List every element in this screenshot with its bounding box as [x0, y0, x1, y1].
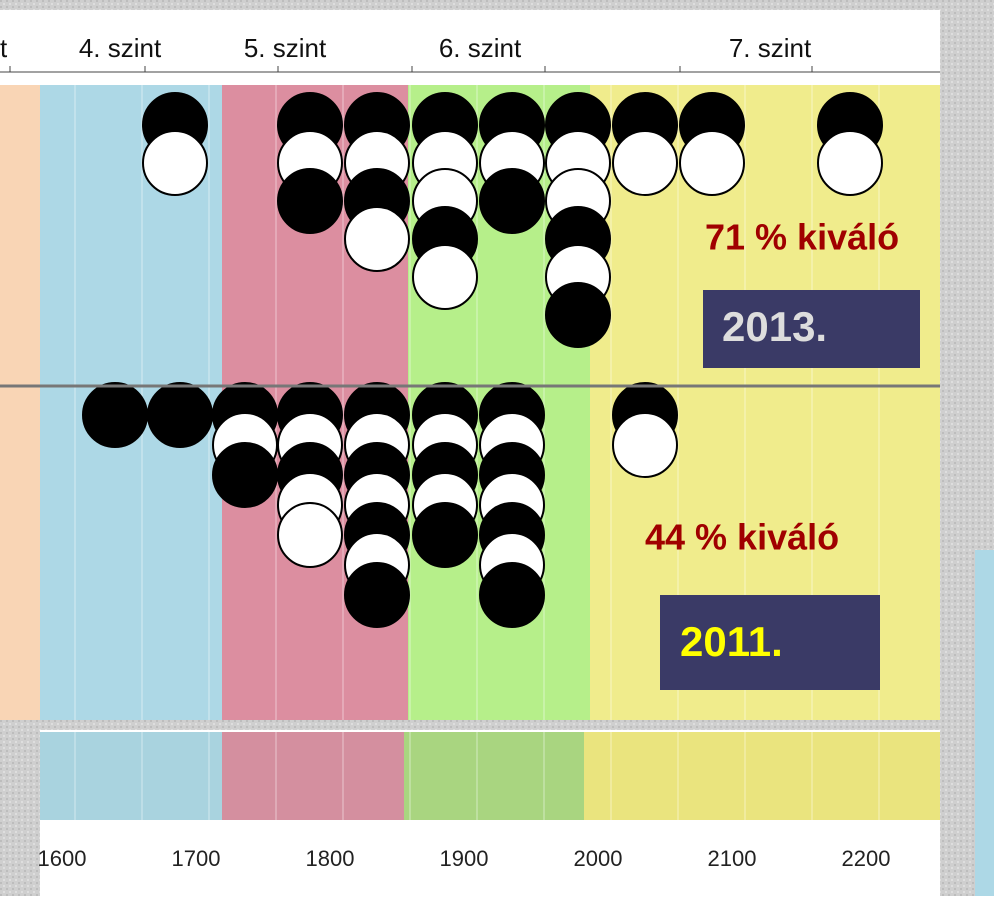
white-dot — [277, 502, 343, 568]
level-label: 6. szint — [439, 33, 522, 63]
year-2011: 2011. — [680, 618, 783, 665]
year-2013: 2013. — [722, 303, 827, 350]
white-dot — [817, 130, 883, 196]
black-dot — [479, 168, 545, 234]
level-label: 4. szint — [79, 33, 162, 63]
year-box — [703, 290, 920, 368]
axis-label: 1800 — [306, 846, 355, 871]
black-dot — [277, 168, 343, 234]
side-bar — [975, 550, 994, 896]
black-dot — [344, 562, 410, 628]
black-dot — [82, 382, 148, 448]
white-dot — [412, 244, 478, 310]
black-dot — [412, 502, 478, 568]
black-dot — [479, 562, 545, 628]
black-dot — [147, 382, 213, 448]
level-label: 7. szint — [729, 33, 812, 63]
white-dot — [612, 412, 678, 478]
axis-label: 2100 — [708, 846, 757, 871]
percent-2011: 44 % kiváló — [645, 517, 839, 558]
black-dot — [545, 282, 611, 348]
percent-2013: 71 % kiváló — [705, 217, 899, 258]
black-dot — [212, 442, 278, 508]
year-box — [660, 595, 880, 690]
white-dot — [679, 130, 745, 196]
axis-label: 1600 — [38, 846, 87, 871]
strip-bands — [40, 732, 940, 820]
dots — [82, 92, 883, 628]
axis-label: 1700 — [172, 846, 221, 871]
band — [404, 732, 584, 820]
white-dot — [142, 130, 208, 196]
band — [40, 732, 222, 820]
level-label: t — [0, 33, 8, 63]
axis-label: 2200 — [842, 846, 891, 871]
white-dot — [344, 206, 410, 272]
band — [584, 732, 940, 820]
axis-area — [40, 820, 940, 896]
band — [0, 85, 40, 720]
level-label: 5. szint — [244, 33, 327, 63]
white-dot — [612, 130, 678, 196]
band — [222, 732, 404, 820]
axis-label: 2000 — [574, 846, 623, 871]
axis-label: 1900 — [440, 846, 489, 871]
